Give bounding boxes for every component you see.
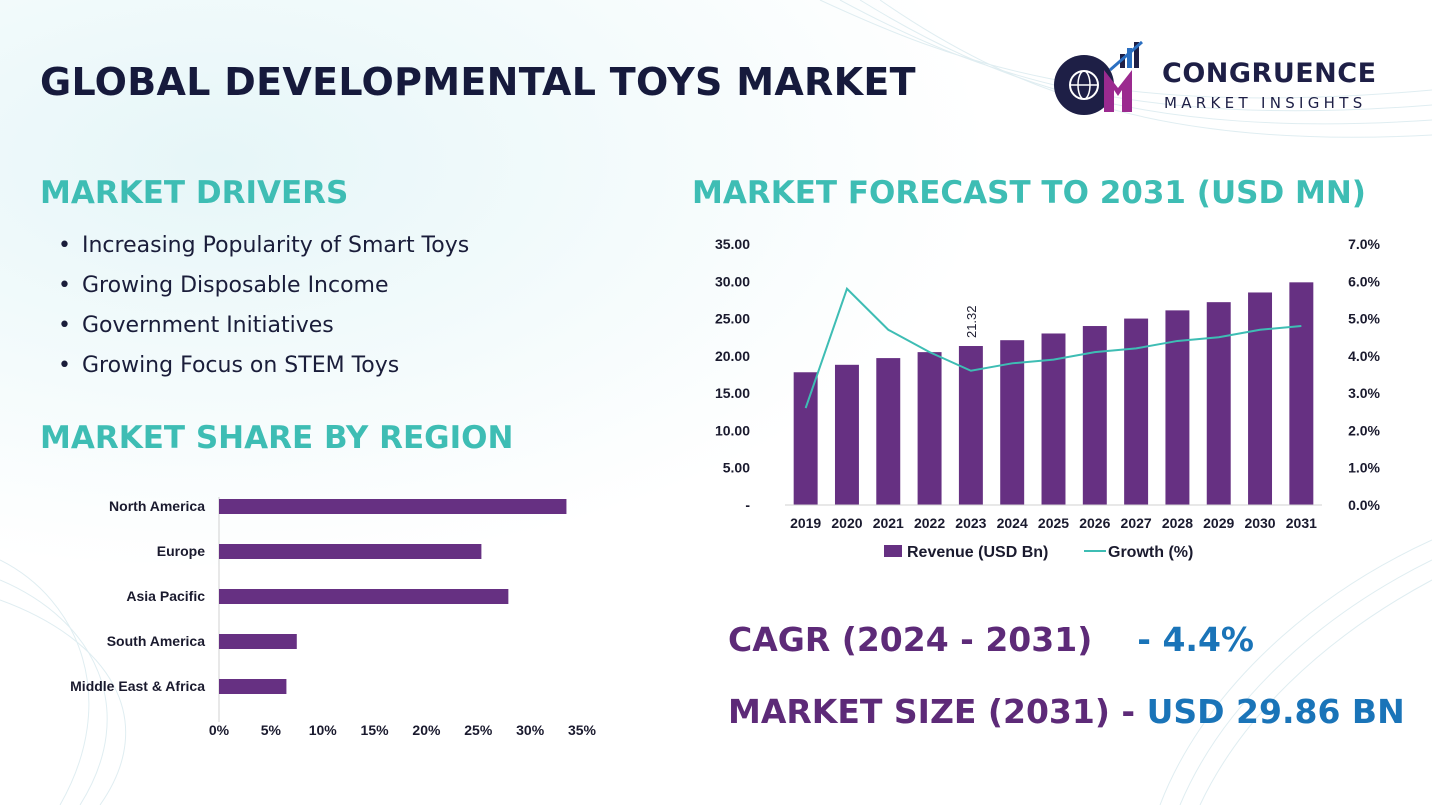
region-x-tick-label: 10% xyxy=(309,722,338,738)
forecast-left-tick-label: 15.00 xyxy=(715,385,750,401)
market-size-value: USD 29.86 BN xyxy=(1146,692,1405,731)
list-item: • Growing Focus on STEM Toys xyxy=(58,350,469,390)
legend-revenue-label: Revenue (USD Bn) xyxy=(907,544,1048,561)
list-item: • Government Initiatives xyxy=(58,310,469,350)
forecast-revenue-bar xyxy=(1041,333,1066,505)
region-category-label: Middle East & Africa xyxy=(70,678,205,694)
region-x-tick-label: 35% xyxy=(568,722,597,738)
forecast-left-tick-label: 30.00 xyxy=(715,273,750,289)
forecast-year-label: 2030 xyxy=(1244,515,1275,531)
forecast-revenue-bar xyxy=(834,364,859,505)
market-drivers-heading: MARKET DRIVERS xyxy=(40,175,349,211)
cagr-value: - 4.4% xyxy=(1137,620,1254,659)
region-category-label: Europe xyxy=(157,543,205,559)
driver-text: Growing Focus on STEM Toys xyxy=(82,353,400,378)
bullet-icon: • xyxy=(58,273,71,298)
driver-text: Increasing Popularity of Smart Toys xyxy=(82,233,470,258)
forecast-right-tick-label: 1.0% xyxy=(1348,460,1380,476)
region-x-tick-label: 5% xyxy=(261,722,282,738)
forecast-revenue-bar xyxy=(958,346,983,505)
forecast-right-tick-label: 2.0% xyxy=(1348,422,1380,438)
forecast-left-tick-label: 10.00 xyxy=(715,422,750,438)
forecast-revenue-bar xyxy=(1165,310,1190,505)
forecast-revenue-bar xyxy=(876,358,901,505)
forecast-right-tick-label: 7.0% xyxy=(1348,236,1380,252)
region-bar xyxy=(219,679,287,694)
logo-wordmark: CONGRUENCE xyxy=(1162,58,1377,89)
bullet-icon: • xyxy=(58,313,71,338)
company-logo: CONGRUENCE MARKET INSIGHTS xyxy=(1046,40,1396,120)
cagr-stat: CAGR (2024 - 2031) - 4.4% xyxy=(728,620,1254,659)
market-size-stat: MARKET SIZE (2031) - USD 29.86 BN xyxy=(728,692,1405,731)
forecast-year-label: 2028 xyxy=(1162,515,1193,531)
forecast-revenue-bar xyxy=(1000,340,1025,505)
forecast-left-tick-label: - xyxy=(745,497,750,513)
logo-tagline: MARKET INSIGHTS xyxy=(1164,94,1367,112)
forecast-year-label: 2031 xyxy=(1286,515,1317,531)
forecast-data-label: 21.32 xyxy=(964,305,979,338)
forecast-revenue-bar xyxy=(1289,282,1314,505)
market-drivers-list: • Increasing Popularity of Smart Toys • Gr… xyxy=(58,230,469,390)
legend-revenue-swatch xyxy=(884,545,902,557)
driver-text: Government Initiatives xyxy=(82,313,334,338)
region-x-tick-label: 25% xyxy=(464,722,493,738)
forecast-year-label: 2019 xyxy=(790,515,821,531)
forecast-revenue-bar xyxy=(1248,292,1273,505)
forecast-left-tick-label: 35.00 xyxy=(715,236,750,252)
forecast-year-label: 2026 xyxy=(1079,515,1110,531)
cagr-label: CAGR (2024 - 2031) xyxy=(728,620,1093,659)
region-category-label: South America xyxy=(107,633,205,649)
bullet-icon: • xyxy=(58,353,71,378)
forecast-right-tick-label: 4.0% xyxy=(1348,348,1380,364)
forecast-chart-title: MARKET FORECAST TO 2031 (USD MN) xyxy=(692,175,1366,211)
region-x-tick-label: 15% xyxy=(361,722,390,738)
forecast-year-label: 2022 xyxy=(914,515,945,531)
list-item: • Growing Disposable Income xyxy=(58,270,469,310)
driver-text: Growing Disposable Income xyxy=(82,273,389,298)
legend-growth-label: Growth (%) xyxy=(1108,544,1193,561)
logo-emblem-icon xyxy=(1054,40,1143,115)
forecast-left-tick-label: 5.00 xyxy=(723,460,750,476)
region-x-tick-label: 20% xyxy=(412,722,441,738)
region-bar xyxy=(219,589,509,604)
forecast-right-tick-label: 0.0% xyxy=(1348,497,1380,513)
forecast-revenue-bar xyxy=(1082,326,1107,505)
bullet-icon: • xyxy=(58,233,71,258)
forecast-year-label: 2021 xyxy=(873,515,904,531)
forecast-year-label: 2029 xyxy=(1203,515,1234,531)
forecast-left-tick-label: 20.00 xyxy=(715,348,750,364)
forecast-year-label: 2025 xyxy=(1038,515,1069,531)
region-bar xyxy=(219,634,297,649)
region-category-label: Asia Pacific xyxy=(126,588,205,604)
region-bar xyxy=(219,544,482,559)
forecast-right-tick-label: 3.0% xyxy=(1348,385,1380,401)
forecast-right-tick-label: 6.0% xyxy=(1348,273,1380,289)
forecast-year-label: 2027 xyxy=(1121,515,1152,531)
page-title: GLOBAL DEVELOPMENTAL TOYS MARKET xyxy=(40,60,916,104)
region-chart-title: MARKET SHARE BY REGION xyxy=(40,420,514,456)
forecast-revenue-bar xyxy=(793,372,818,505)
forecast-revenue-bar xyxy=(1124,318,1149,505)
region-category-label: North America xyxy=(109,498,205,514)
forecast-growth-line xyxy=(804,286,1302,409)
forecast-year-label: 2023 xyxy=(955,515,986,531)
forecast-revenue-bar xyxy=(917,352,942,505)
forecast-year-label: 2020 xyxy=(831,515,862,531)
forecast-left-tick-label: 25.00 xyxy=(715,311,750,327)
market-size-label: MARKET SIZE (2031) - xyxy=(728,692,1136,731)
forecast-right-tick-label: 5.0% xyxy=(1348,311,1380,327)
region-x-tick-label: 30% xyxy=(516,722,545,738)
region-bar xyxy=(219,499,567,514)
forecast-revenue-bar xyxy=(1206,302,1231,505)
region-x-tick-label: 0% xyxy=(209,722,230,738)
forecast-year-label: 2024 xyxy=(997,515,1028,531)
list-item: • Increasing Popularity of Smart Toys xyxy=(58,230,469,270)
